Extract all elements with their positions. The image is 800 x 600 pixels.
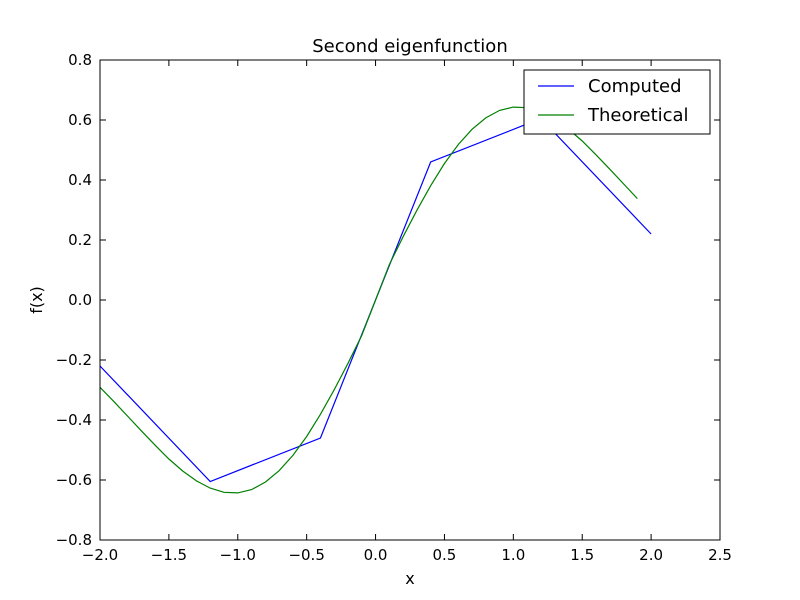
x-axis-label: x xyxy=(405,569,414,588)
x-tick-label: −1.5 xyxy=(151,546,187,564)
x-tick-label: 1.5 xyxy=(570,546,594,564)
y-axis-label: f(x) xyxy=(27,286,46,314)
legend-box xyxy=(523,69,711,135)
y-tick-label: 0.6 xyxy=(68,111,92,129)
x-tick-label: 0.5 xyxy=(433,546,457,564)
x-tick-label: −2.0 xyxy=(82,546,118,564)
x-tick-label: 2.5 xyxy=(708,546,732,564)
legend: Computed Theoretical xyxy=(523,69,711,135)
y-tick-label: −0.6 xyxy=(56,471,92,489)
y-tick-label: −0.2 xyxy=(56,351,92,369)
x-tick-label: 1.0 xyxy=(501,546,525,564)
y-tick-label: −0.8 xyxy=(56,531,92,549)
chart-title: Second eigenfunction xyxy=(312,36,507,57)
x-tick-label: −1.0 xyxy=(220,546,256,564)
x-tick-label: −0.5 xyxy=(288,546,324,564)
x-tick-label: 0.0 xyxy=(364,546,388,564)
x-tick-label: 2.0 xyxy=(639,546,663,564)
legend-label-theoretical: Theoretical xyxy=(587,105,689,126)
y-tick-label: 0.2 xyxy=(68,231,92,249)
y-tick-label: 0.0 xyxy=(68,291,92,309)
legend-label-computed: Computed xyxy=(588,76,682,97)
series-line-theoretical xyxy=(99,106,638,494)
y-tick-label: 0.4 xyxy=(68,171,92,189)
y-tick-label: −0.4 xyxy=(56,411,92,429)
ticks-layer: −2.0 −1.5 −1.0 −0.5 0.0 0.5 1.0 1.5 2.0 2.5 −0.8 −0… xyxy=(56,51,732,564)
series-layer xyxy=(99,106,652,494)
y-tick-label: 0.8 xyxy=(68,51,92,69)
